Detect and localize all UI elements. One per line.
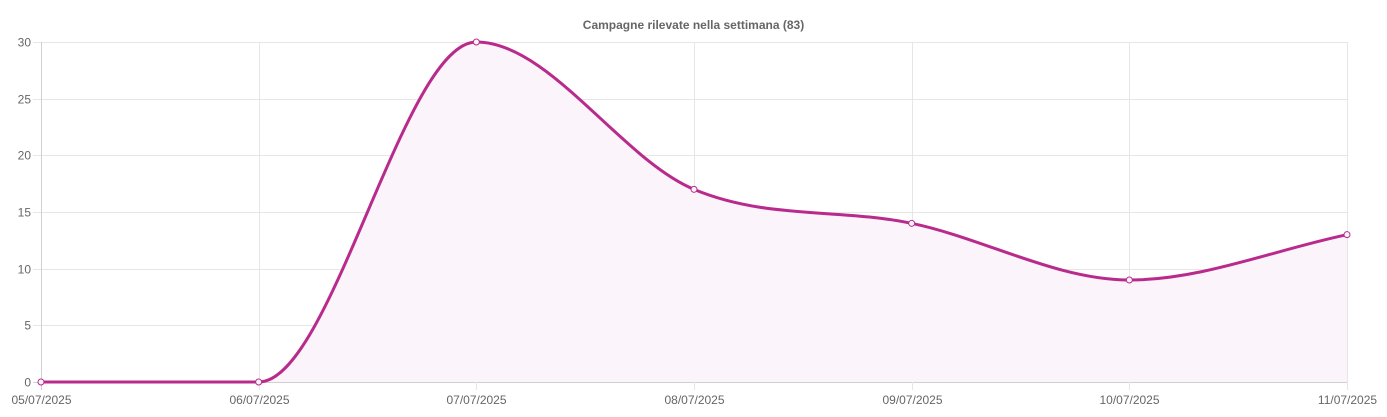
x-tick-label: 06/07/2025: [229, 393, 289, 407]
series-area: [41, 42, 1347, 382]
y-axis-ticks: 0 5 10 15 20 25 30: [18, 36, 32, 390]
data-point: [37, 378, 45, 386]
x-tick-label: 05/07/2025: [11, 393, 71, 407]
data-point: [690, 185, 698, 193]
data-point: [1125, 276, 1133, 284]
y-tick-label: 15: [18, 206, 32, 220]
data-point: [255, 378, 263, 386]
x-tick-label: 11/07/2025: [1318, 393, 1377, 407]
y-tick-label: 25: [18, 93, 32, 107]
grid-layer: [33, 42, 1348, 390]
data-point: [908, 219, 916, 227]
x-tick-label: 08/07/2025: [664, 393, 724, 407]
y-tick-label: 5: [24, 319, 31, 333]
data-point: [1343, 231, 1351, 239]
x-tick-label: 10/07/2025: [1099, 393, 1159, 407]
point-layer: [37, 38, 1351, 386]
y-tick-label: 0: [24, 376, 31, 390]
x-tick-label: 07/07/2025: [446, 393, 506, 407]
y-tick-label: 20: [18, 149, 32, 163]
y-tick-label: 10: [18, 263, 32, 277]
area-layer: [41, 42, 1347, 382]
y-tick-label: 30: [18, 36, 32, 50]
x-axis-ticks: 05/07/2025 06/07/2025 07/07/2025 08/07/2025…: [11, 393, 1377, 407]
chart-title: Campagne rilevate nella settimana (83): [583, 18, 804, 32]
x-tick-label: 09/07/2025: [882, 393, 942, 407]
data-point: [472, 38, 480, 46]
